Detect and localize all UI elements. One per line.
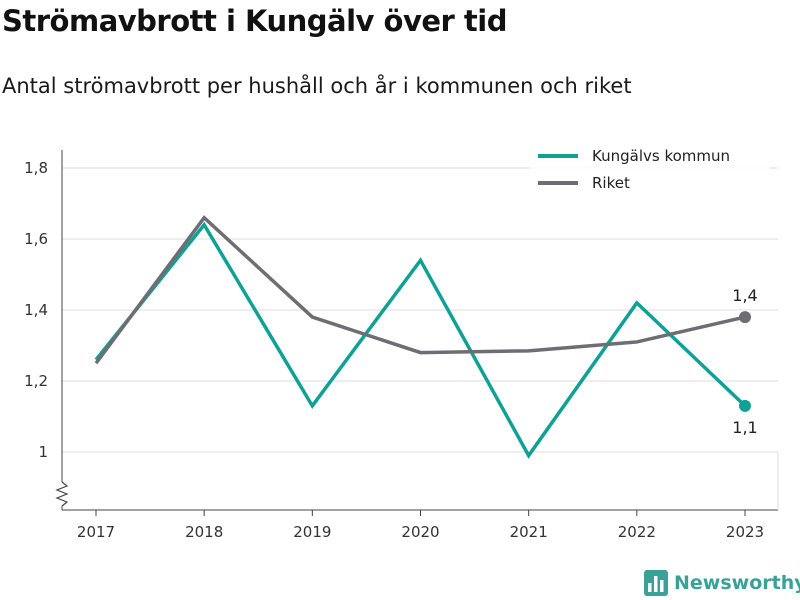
x-tick-label: 2017 [77,523,115,541]
brand-name: Newsworthy [674,572,800,594]
series-line-1 [94,215,746,365]
x-tick-label: 2023 [726,523,764,541]
axis-break-mask [54,482,70,506]
series-lines [94,215,751,459]
chart-title: Strömavbrott i Kungälv över tid [2,4,508,38]
chart-subtitle: Antal strömavbrott per hushåll och år i … [2,74,632,98]
newsworthy-brand: Newsworthy [644,570,800,596]
series-end-point-1 [739,311,751,324]
legend-label-1: Riket [592,174,630,192]
y-tick-label: 1,2 [24,372,48,390]
y-tick-label: 1 [38,443,48,461]
gridlines [62,167,778,453]
axes: 1 1,2 1,4 1,6 1,8 2017 2018 2019 2020 2021 2022 202… [24,150,779,541]
x-tick-label: 2021 [510,523,548,541]
x-tick-label: 2018 [185,523,223,541]
series-line-0 [94,221,747,459]
bar-chart-logo-icon [644,570,668,596]
x-tick-label: 2022 [618,523,656,541]
legend: Kungälvs kommun Riket [530,140,770,200]
data-labels: 1,1 1,4 [732,286,757,437]
series-end-point-0 [739,399,751,412]
x-tick-label: 2020 [401,523,439,541]
x-tick-label: 2019 [293,523,331,541]
y-tick-label: 1,4 [24,301,48,319]
axis-break-icon [55,481,69,507]
y-tick-label: 1,8 [24,159,48,177]
data-label-1: 1,4 [732,286,757,305]
data-label-0: 1,1 [732,418,757,437]
legend-label-0: Kungälvs kommun [592,147,730,165]
y-tick-label: 1,6 [24,230,48,248]
legend-background [530,140,770,200]
